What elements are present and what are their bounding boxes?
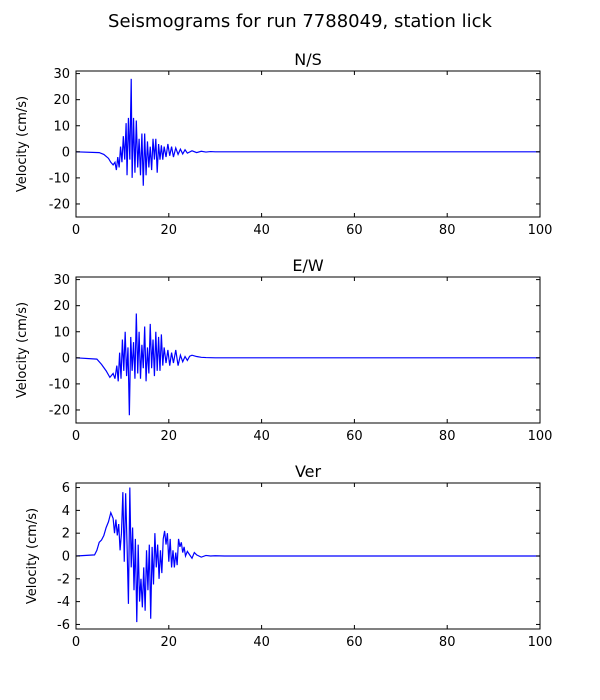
- y-tick-label: 0: [62, 550, 70, 565]
- y-tick-label: 10: [53, 325, 70, 340]
- x-tick-label: 0: [72, 635, 80, 650]
- x-tick-label: 60: [346, 635, 363, 650]
- y-tick-label: 20: [53, 299, 70, 314]
- y-axis-label: Velocity (cm/s): [15, 96, 30, 192]
- y-tick-label: 20: [53, 93, 70, 108]
- y-tick-label: 30: [53, 67, 70, 82]
- y-tick-label: -10: [49, 377, 70, 392]
- y-tick-label: -20: [49, 403, 70, 418]
- x-tick-label: 60: [346, 223, 363, 238]
- y-tick-label: -10: [49, 171, 70, 186]
- axes-frame: [75, 276, 541, 424]
- x-tick-label: 0: [72, 429, 80, 444]
- x-tick-label: 100: [528, 223, 553, 238]
- subplot-3: Ver 0 20 40 60 80 100 -6 -4 -2 0 2 4 6 Velocity (cm/s): [25, 462, 552, 650]
- y-tick-label: -4: [57, 595, 70, 610]
- x-tick-label: 20: [161, 635, 178, 650]
- series-line-1: [76, 78, 540, 186]
- y-axis-label: Velocity (cm/s): [15, 302, 30, 398]
- y-tick-label: 30: [53, 273, 70, 288]
- y-tick-label: 10: [53, 119, 70, 134]
- x-tick-label: 80: [439, 635, 456, 650]
- x-tick-label: 80: [439, 429, 456, 444]
- y-tick-label: 2: [62, 527, 70, 542]
- axes-frame: [75, 70, 541, 218]
- y-tick-label: 4: [62, 504, 70, 519]
- y-tick-label: 6: [62, 481, 70, 496]
- x-tick-label: 60: [346, 429, 363, 444]
- x-tick-label: 40: [253, 429, 270, 444]
- y-axis-label: Velocity (cm/s): [25, 508, 40, 604]
- y-tick-label: -20: [49, 197, 70, 212]
- series-line-1: [76, 313, 540, 416]
- x-tick-label: 80: [439, 223, 456, 238]
- subplot-title: N/S: [294, 50, 322, 69]
- x-tick-label: 20: [161, 429, 178, 444]
- x-tick-label: 40: [253, 635, 270, 650]
- x-tick-label: 0: [72, 223, 80, 238]
- subplot-title: Ver: [295, 462, 322, 481]
- series-line-1: [76, 487, 540, 623]
- subplot-title: E/W: [292, 256, 324, 275]
- x-tick-label: 100: [528, 429, 553, 444]
- x-tick-label: 40: [253, 223, 270, 238]
- x-tick-label: 20: [161, 223, 178, 238]
- subplot-1: N/S 0 20 40 60 80 100 -20 -10 0 10 20 30 Velocity (cm…: [15, 50, 552, 238]
- y-tick-label: -6: [57, 618, 70, 633]
- y-tick-label: -2: [57, 572, 70, 587]
- subplot-2: E/W 0 20 40 60 80 100 -20 -10 0 10 20 30 Velocity (cm…: [15, 256, 552, 444]
- y-tick-label: 0: [62, 145, 70, 160]
- figure-title: Seismograms for run 7788049, station lic…: [108, 11, 492, 32]
- y-tick-label: 0: [62, 351, 70, 366]
- x-tick-label: 100: [528, 635, 553, 650]
